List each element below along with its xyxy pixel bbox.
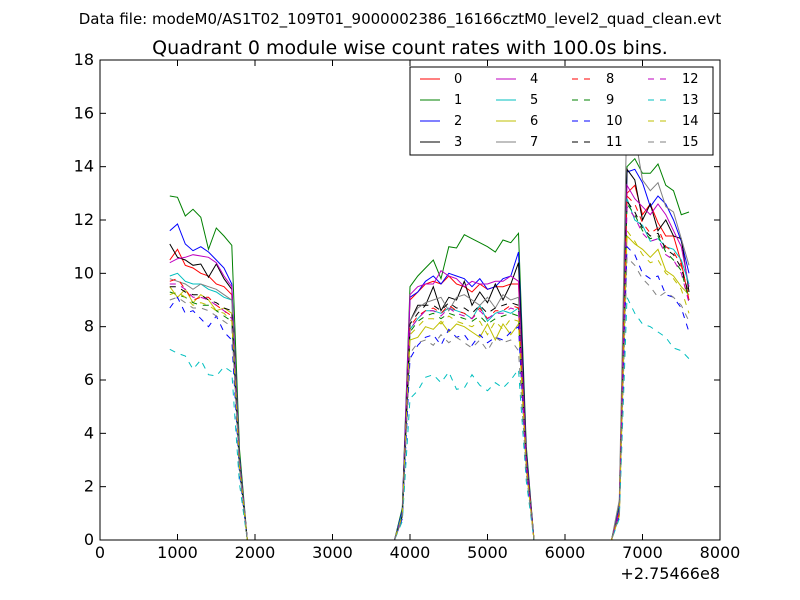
legend-box <box>409 66 714 156</box>
legend-label-7: 7 <box>530 135 538 150</box>
x-tick-label: 1000 <box>157 543 198 562</box>
legend-label-13: 13 <box>682 93 699 108</box>
y-tick-label: 18 <box>74 50 94 69</box>
y-tick-label: 0 <box>84 530 94 549</box>
legend-label-12: 12 <box>682 72 699 87</box>
y-tick-label: 16 <box>74 103 94 122</box>
y-tick-label: 4 <box>84 423 94 442</box>
x-tick-label: 7000 <box>622 543 663 562</box>
x-tick-label: 0 <box>95 543 105 562</box>
x-tick-label: 6000 <box>545 543 586 562</box>
legend-label-8: 8 <box>606 72 614 87</box>
chart-title: Quadrant 0 module wise count rates with … <box>152 37 668 59</box>
series-line-9 <box>169 202 690 541</box>
legend-label-9: 9 <box>606 93 614 108</box>
y-tick-label: 8 <box>84 317 94 336</box>
legend-label-15: 15 <box>682 135 699 150</box>
y-tick-label: 2 <box>84 477 94 496</box>
legend-label-5: 5 <box>530 93 538 108</box>
y-tick-label: 12 <box>74 210 94 229</box>
x-tick-label: 2000 <box>235 543 276 562</box>
legend-label-11: 11 <box>606 135 623 150</box>
legend-label-2: 2 <box>454 114 462 129</box>
legend-label-3: 3 <box>454 135 462 150</box>
legend-label-14: 14 <box>682 114 699 129</box>
ticks-layer: 0 1000 2000 3000 4000 5000 6000 7000 80000246810… <box>74 50 741 562</box>
x-tick-label: 5000 <box>467 543 508 562</box>
x-tick-label: 4000 <box>390 543 431 562</box>
legend-label-10: 10 <box>606 114 623 129</box>
x-tick-label: 8000 <box>700 543 741 562</box>
y-tick-label: 6 <box>84 370 94 389</box>
legend-label-1: 1 <box>454 93 462 108</box>
x-tick-label: 3000 <box>312 543 353 562</box>
y-tick-label: 14 <box>74 157 94 176</box>
y-tick-label: 10 <box>74 263 94 282</box>
legend-label-6: 6 <box>530 114 538 129</box>
legend-label-4: 4 <box>530 72 538 87</box>
legend-label-0: 0 <box>454 72 462 87</box>
figure-suptitle: Data file: modeM0/AS1T02_109T01_90000023… <box>79 10 722 29</box>
x-offset-label: +2.75466e8 <box>620 564 720 583</box>
